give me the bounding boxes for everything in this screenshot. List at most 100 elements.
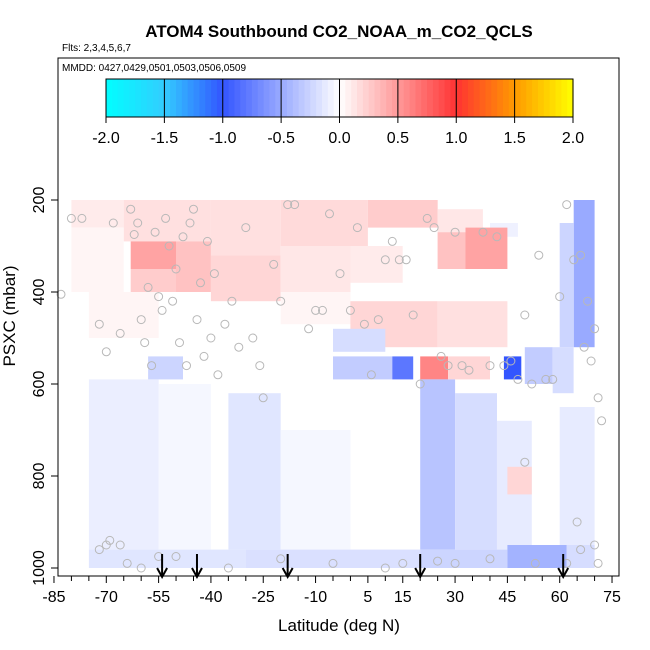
data-point [464, 365, 474, 375]
data-point [196, 278, 205, 288]
data-point [586, 356, 596, 366]
data-point [492, 232, 502, 242]
colorbar-segment [304, 79, 311, 117]
colorbar-segment [321, 79, 329, 117]
data-point [408, 310, 418, 320]
colorbar-tick-label: -1.0 [209, 130, 237, 147]
heatmap-cell [228, 393, 281, 550]
colorbar-segment [176, 79, 183, 117]
data-point [583, 296, 593, 306]
colorbar-segment [532, 79, 539, 117]
colorbar-segment [117, 79, 125, 117]
data-point [429, 223, 439, 233]
heatmap-cell [123, 200, 211, 242]
data-point [171, 264, 181, 274]
data-point [401, 255, 411, 265]
colorbar-segment [251, 79, 259, 117]
colorbar-segment [561, 79, 568, 117]
colorbar-segment [497, 79, 504, 117]
heatmap-cell [420, 356, 449, 380]
data-point [140, 338, 150, 348]
data-point [133, 218, 143, 228]
data-point [345, 305, 355, 315]
y-tick-label: 800 [31, 463, 48, 490]
heatmap-cell [420, 549, 508, 568]
data-point [255, 361, 265, 371]
data-point [171, 552, 181, 561]
data-point [189, 204, 198, 214]
flights-label: Flts: 2,3,4,5,6,7 [62, 43, 131, 54]
colorbar-segment [514, 79, 522, 117]
y-tick-label: 400 [31, 279, 48, 306]
heatmap-cell [420, 379, 456, 550]
heatmap-cell [392, 356, 414, 380]
colorbar-segment [292, 79, 300, 117]
data-point [387, 236, 397, 246]
colorbar-segment [164, 79, 171, 117]
data-point [290, 200, 300, 210]
data-point [94, 545, 104, 555]
data-point [108, 218, 118, 228]
colorbar-segment [146, 79, 154, 117]
dates-label: MMDD: 0427,0429,0501,0503,0506,0509 [62, 63, 246, 74]
data-point [485, 554, 495, 564]
data-point [555, 292, 565, 302]
x-axis-label: Latitude (deg N) [278, 616, 400, 635]
colorbar-segment [240, 79, 247, 117]
data-point [593, 558, 603, 568]
heatmap-cell [71, 227, 124, 292]
data-point [380, 563, 390, 573]
colorbar-segment [555, 79, 562, 117]
colorbar-segment [269, 79, 276, 117]
data-point [527, 379, 537, 389]
colorbar-tick-label: 1.5 [504, 130, 526, 147]
heatmap-cell [350, 246, 403, 283]
data-point [143, 282, 153, 292]
colorbar-segment [333, 79, 341, 117]
colorbar-segment [462, 79, 469, 117]
data-point [572, 517, 582, 527]
heatmap-cell [88, 379, 159, 550]
heatmap-cell [437, 232, 466, 269]
colorbar: -2.0 -1.5 -1.0 -0.5 0.0 0.5 1.0 1.5 2.0 [92, 78, 584, 147]
x-tick-label: -25 [252, 589, 275, 606]
colorbar-segment [316, 79, 323, 117]
heatmap-cell [88, 549, 246, 568]
data-point [520, 457, 530, 467]
flight-arrow-icon [191, 554, 203, 580]
colorbar-segment [106, 79, 113, 117]
x-tick-label: -40 [199, 589, 222, 606]
data-point [366, 370, 376, 380]
colorbar-tick-label: -1.5 [151, 130, 179, 147]
data-point [485, 361, 495, 371]
colorbar-segment [228, 79, 236, 117]
colorbar-segment [141, 79, 148, 117]
colorbar-tick-label: 0.5 [387, 130, 409, 147]
colorbar-segment [298, 79, 306, 117]
colorbar-segment [351, 79, 358, 117]
heatmap-cell [573, 200, 595, 348]
data-point [597, 416, 607, 426]
colorbar-segment [415, 79, 422, 117]
data-point [593, 393, 603, 403]
data-point [569, 255, 579, 265]
heatmap-cell [210, 200, 281, 256]
flight-arrow-icon [557, 554, 570, 580]
data-point [227, 296, 237, 306]
data-point [126, 204, 136, 214]
colorbar-segment [281, 79, 288, 117]
data-point [258, 393, 268, 403]
data-point [122, 558, 132, 568]
colorbar-segment [339, 79, 346, 117]
colorbar-segment [502, 79, 510, 117]
colorbar-tick-label: -0.5 [267, 130, 295, 147]
y-tick-label: 1000 [31, 550, 48, 586]
colorbar-segment [567, 79, 574, 117]
heatmap-cell [210, 255, 281, 302]
data-point [161, 213, 171, 223]
colorbar-segment [450, 79, 457, 117]
y-axis: 200 400 600 800 1000 [31, 187, 58, 586]
heatmap-cell [559, 407, 595, 550]
data-point [248, 333, 258, 343]
data-point [478, 227, 488, 237]
